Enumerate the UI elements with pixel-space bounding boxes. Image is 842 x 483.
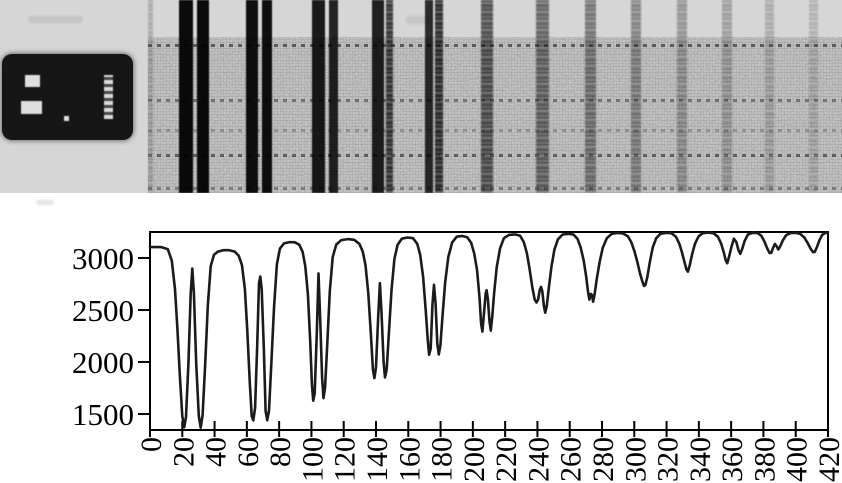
scan-bar (262, 0, 272, 193)
scanned-film-strip (0, 0, 842, 193)
x-axis-tick-label: 340 (684, 437, 717, 482)
x-axis-tick-label: 100 (296, 437, 329, 482)
y-axis-tick-label: 2500 (72, 293, 134, 328)
x-axis-tick-label: 380 (748, 437, 781, 482)
scan-bar (197, 0, 209, 193)
scan-bar (425, 0, 433, 193)
x-axis-tick-label: 360 (716, 437, 749, 482)
x-axis-tick-label: 160 (393, 437, 426, 482)
x-axis-tick-label: 240 (522, 437, 555, 482)
x-axis-tick-label: 40 (200, 437, 233, 467)
x-axis-tick-label: 280 (587, 437, 620, 482)
film-chip-white-mark (21, 101, 42, 114)
scan-bar (481, 0, 493, 193)
y-axis-tick-label: 2000 (72, 345, 134, 380)
x-axis-tick-label: 20 (167, 437, 200, 467)
scan-smudge (406, 16, 432, 24)
film-chip-white-mark (104, 75, 113, 119)
scan-streak-line (148, 154, 842, 157)
film-chip-white-mark (64, 116, 69, 121)
scan-bar (722, 0, 732, 193)
scan-bar (179, 0, 193, 193)
scan-smudge (36, 200, 54, 205)
x-axis-tick-label: 140 (361, 437, 394, 482)
scan-bar (312, 0, 325, 193)
y-axis-tick-label: 3000 (72, 241, 134, 276)
x-axis-tick-label: 60 (232, 437, 265, 467)
x-axis-tick-label: 320 (652, 437, 685, 482)
x-axis-tick-label: 400 (781, 437, 814, 482)
scan-bar (148, 0, 153, 193)
scan-bar (246, 0, 258, 193)
x-axis-tick-label: 300 (619, 437, 652, 482)
film-chip-white-mark (25, 75, 40, 87)
x-axis-tick-label: 80 (264, 437, 297, 467)
scan-bar (386, 0, 393, 193)
x-axis-tick-label: 120 (329, 437, 362, 482)
y-axis-tick-label: 1500 (72, 397, 134, 432)
scan-streak-line (148, 187, 842, 190)
film-chip (2, 54, 133, 140)
scan-streak-line (148, 129, 842, 132)
x-axis-tick-label: 0 (135, 437, 168, 452)
scan-smudge (28, 16, 83, 23)
scan-bar (372, 0, 384, 193)
scan-bar (809, 0, 818, 193)
scan-bar (329, 0, 338, 193)
scan-bar (631, 0, 641, 193)
x-axis-tick-label: 200 (458, 437, 491, 482)
scan-bar (536, 0, 549, 193)
scan-bar (765, 0, 774, 193)
scan-bar (585, 0, 596, 193)
scan-bar (677, 0, 687, 193)
intensity-curve (148, 231, 830, 430)
scan-streak-line (148, 99, 842, 102)
scan-bar (435, 0, 443, 193)
x-axis-tick-label: 420 (813, 437, 842, 482)
x-axis-tick-label: 260 (555, 437, 588, 482)
scan-streak-line (148, 44, 842, 47)
x-axis-tick-label: 180 (426, 437, 459, 482)
x-axis-tick-label: 220 (490, 437, 523, 482)
